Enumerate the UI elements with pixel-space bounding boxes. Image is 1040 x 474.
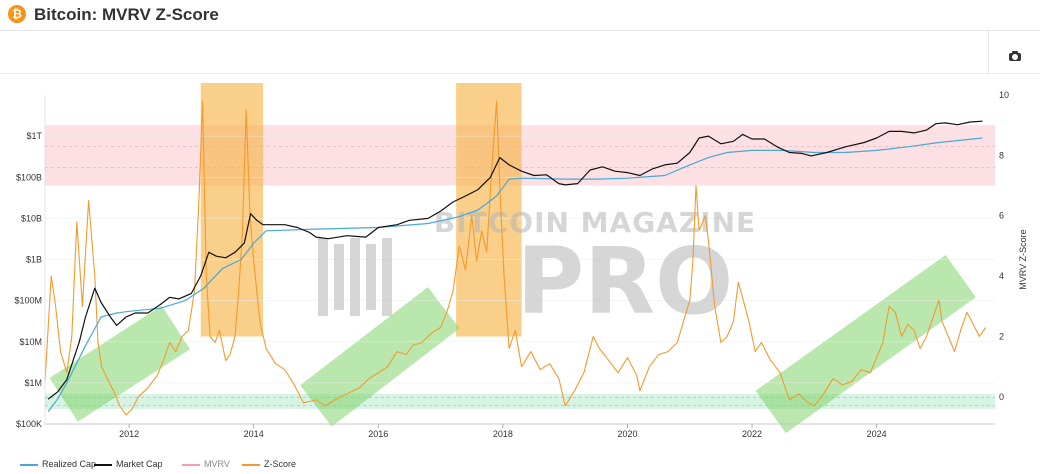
legend-label: Realized Cap <box>42 459 97 469</box>
accumulation-trend-box <box>300 287 460 427</box>
y-left-tick-label: $100K <box>16 419 42 429</box>
y-right-tick-label: 6 <box>999 211 1004 221</box>
realized-cap-line <box>47 137 983 412</box>
y-right-tick-label: 8 <box>999 150 1004 160</box>
x-tick-label: 2024 <box>867 429 887 439</box>
y-left-tick-label: $1T <box>26 131 42 141</box>
page-title: Bitcoin: MVRV Z-Score <box>34 5 219 24</box>
legend-swatch <box>20 464 38 466</box>
x-tick-label: 2016 <box>368 429 388 439</box>
app-header: ₿ Bitcoin: MVRV Z-Score <box>0 0 1040 31</box>
y-left-tick-label: $1B <box>26 255 42 265</box>
y-left-tick-label: $1M <box>24 378 42 388</box>
y-right-tick-label: 4 <box>999 271 1004 281</box>
green-zone-band <box>45 393 995 409</box>
axes: $100K $1M $10M $100M $1B $10B $100B $1T 0 2 4 6 8 10 M… <box>14 90 1028 439</box>
legend-label: Market Cap <box>116 459 163 469</box>
market-cap-line <box>47 120 983 400</box>
screenshot-button[interactable] <box>988 31 1040 73</box>
legend-swatch <box>242 464 260 466</box>
x-tick-label: 2020 <box>617 429 637 439</box>
x-tick-label: 2022 <box>742 429 762 439</box>
y-right-tick-label: 2 <box>999 331 1004 341</box>
watermark-text-pro: PRO <box>517 228 733 335</box>
watermark-logo-bar <box>334 244 344 310</box>
accumulation-trend-box <box>755 254 976 434</box>
accumulation-trend-box <box>49 305 190 422</box>
y-left-tick-label: $100B <box>16 172 42 182</box>
y-right-tick-label: 10 <box>999 90 1009 100</box>
x-tick-label: 2018 <box>493 429 513 439</box>
y-right-axis-title: MVRV Z-Score <box>1018 229 1028 289</box>
watermark-logo-bar <box>366 244 376 310</box>
bitcoin-logo-icon: ₿ <box>8 5 26 23</box>
series-lines <box>44 100 987 416</box>
watermark-logo-bar <box>318 238 328 316</box>
watermark-logo-bar <box>350 238 360 316</box>
chart-toolbar <box>0 31 1040 74</box>
zscore-line <box>44 100 987 416</box>
highlight-boxes <box>49 83 976 434</box>
legend-swatch <box>182 464 200 466</box>
watermark-logo-bar <box>382 238 392 316</box>
x-tick-label: 2012 <box>119 429 139 439</box>
chart-legend: Realized Cap Market Cap MVRV Z-Score <box>0 458 400 472</box>
y-left-tick-label: $100M <box>14 296 42 306</box>
x-tick-label: 2014 <box>244 429 264 439</box>
y-right-tick-label: 0 <box>999 392 1004 402</box>
cycle-top-box <box>200 83 264 337</box>
legend-label: MVRV <box>204 459 230 469</box>
y-left-tick-label: $10B <box>21 213 42 223</box>
y-left-tick-label: $10M <box>19 337 42 347</box>
legend-swatch <box>94 464 112 466</box>
legend-label: Z-Score <box>264 459 297 469</box>
